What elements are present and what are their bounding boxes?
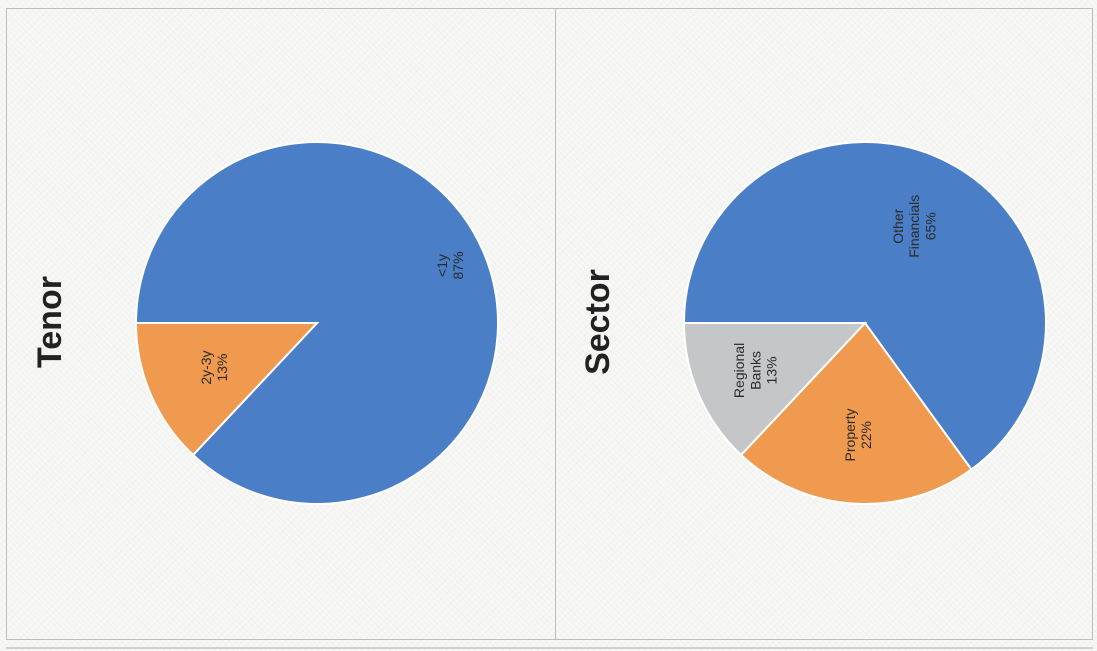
sector-label-other-financials: OtherFinancials65% bbox=[890, 195, 938, 258]
sector-pie-chart: Sector OtherFinancials65% Property22% Regi… bbox=[579, 141, 1047, 505]
sector-label-property: Property22% bbox=[842, 409, 874, 462]
tenor-label-2y-3y: 2y-3y13% bbox=[198, 350, 230, 384]
sector-label-regional-banks-line: Banks bbox=[747, 351, 763, 390]
tenor-label-2y-3y-line: 2y-3y bbox=[198, 350, 214, 384]
sector-label-regional-banks-line: Regional bbox=[731, 343, 747, 398]
tenor-pie-chart: Tenor <1y87% 2y-3y13% bbox=[31, 141, 499, 505]
tenor-slice-2y-3y bbox=[134, 322, 320, 457]
sector-label-property-line: Property bbox=[842, 409, 858, 462]
sector-labels: OtherFinancials65% Property22% RegionalBan… bbox=[731, 195, 938, 462]
sector-slice-regional-banks bbox=[682, 322, 868, 457]
sector-label-other-financials-line: 65% bbox=[922, 212, 938, 240]
sector-slice-property bbox=[739, 321, 973, 505]
sector-slice-other-financials bbox=[682, 141, 1047, 471]
sector-title: Sector bbox=[579, 269, 617, 375]
sector-slices bbox=[682, 141, 1047, 505]
sector-label-other-financials-line: Other bbox=[890, 208, 906, 243]
sector-label-regional-banks-line: 13% bbox=[763, 356, 779, 384]
sector-label-other-financials-line: Financials bbox=[906, 195, 922, 258]
tenor-label-1y: <1y87% bbox=[434, 251, 466, 279]
tenor-slices bbox=[134, 141, 499, 505]
bottom-divider bbox=[6, 647, 1093, 649]
tenor-labels: <1y87% 2y-3y13% bbox=[198, 251, 466, 384]
sector-panel bbox=[555, 8, 1093, 640]
tenor-panel bbox=[6, 8, 556, 640]
tenor-label-2y-3y-line: 13% bbox=[214, 354, 230, 382]
tenor-label-1y-line: 87% bbox=[450, 251, 466, 279]
sector-label-regional-banks: RegionalBanks13% bbox=[731, 343, 779, 398]
tenor-title: Tenor bbox=[31, 276, 69, 368]
sector-label-property-line: 22% bbox=[858, 421, 874, 449]
tenor-label-1y-line: <1y bbox=[434, 254, 450, 277]
